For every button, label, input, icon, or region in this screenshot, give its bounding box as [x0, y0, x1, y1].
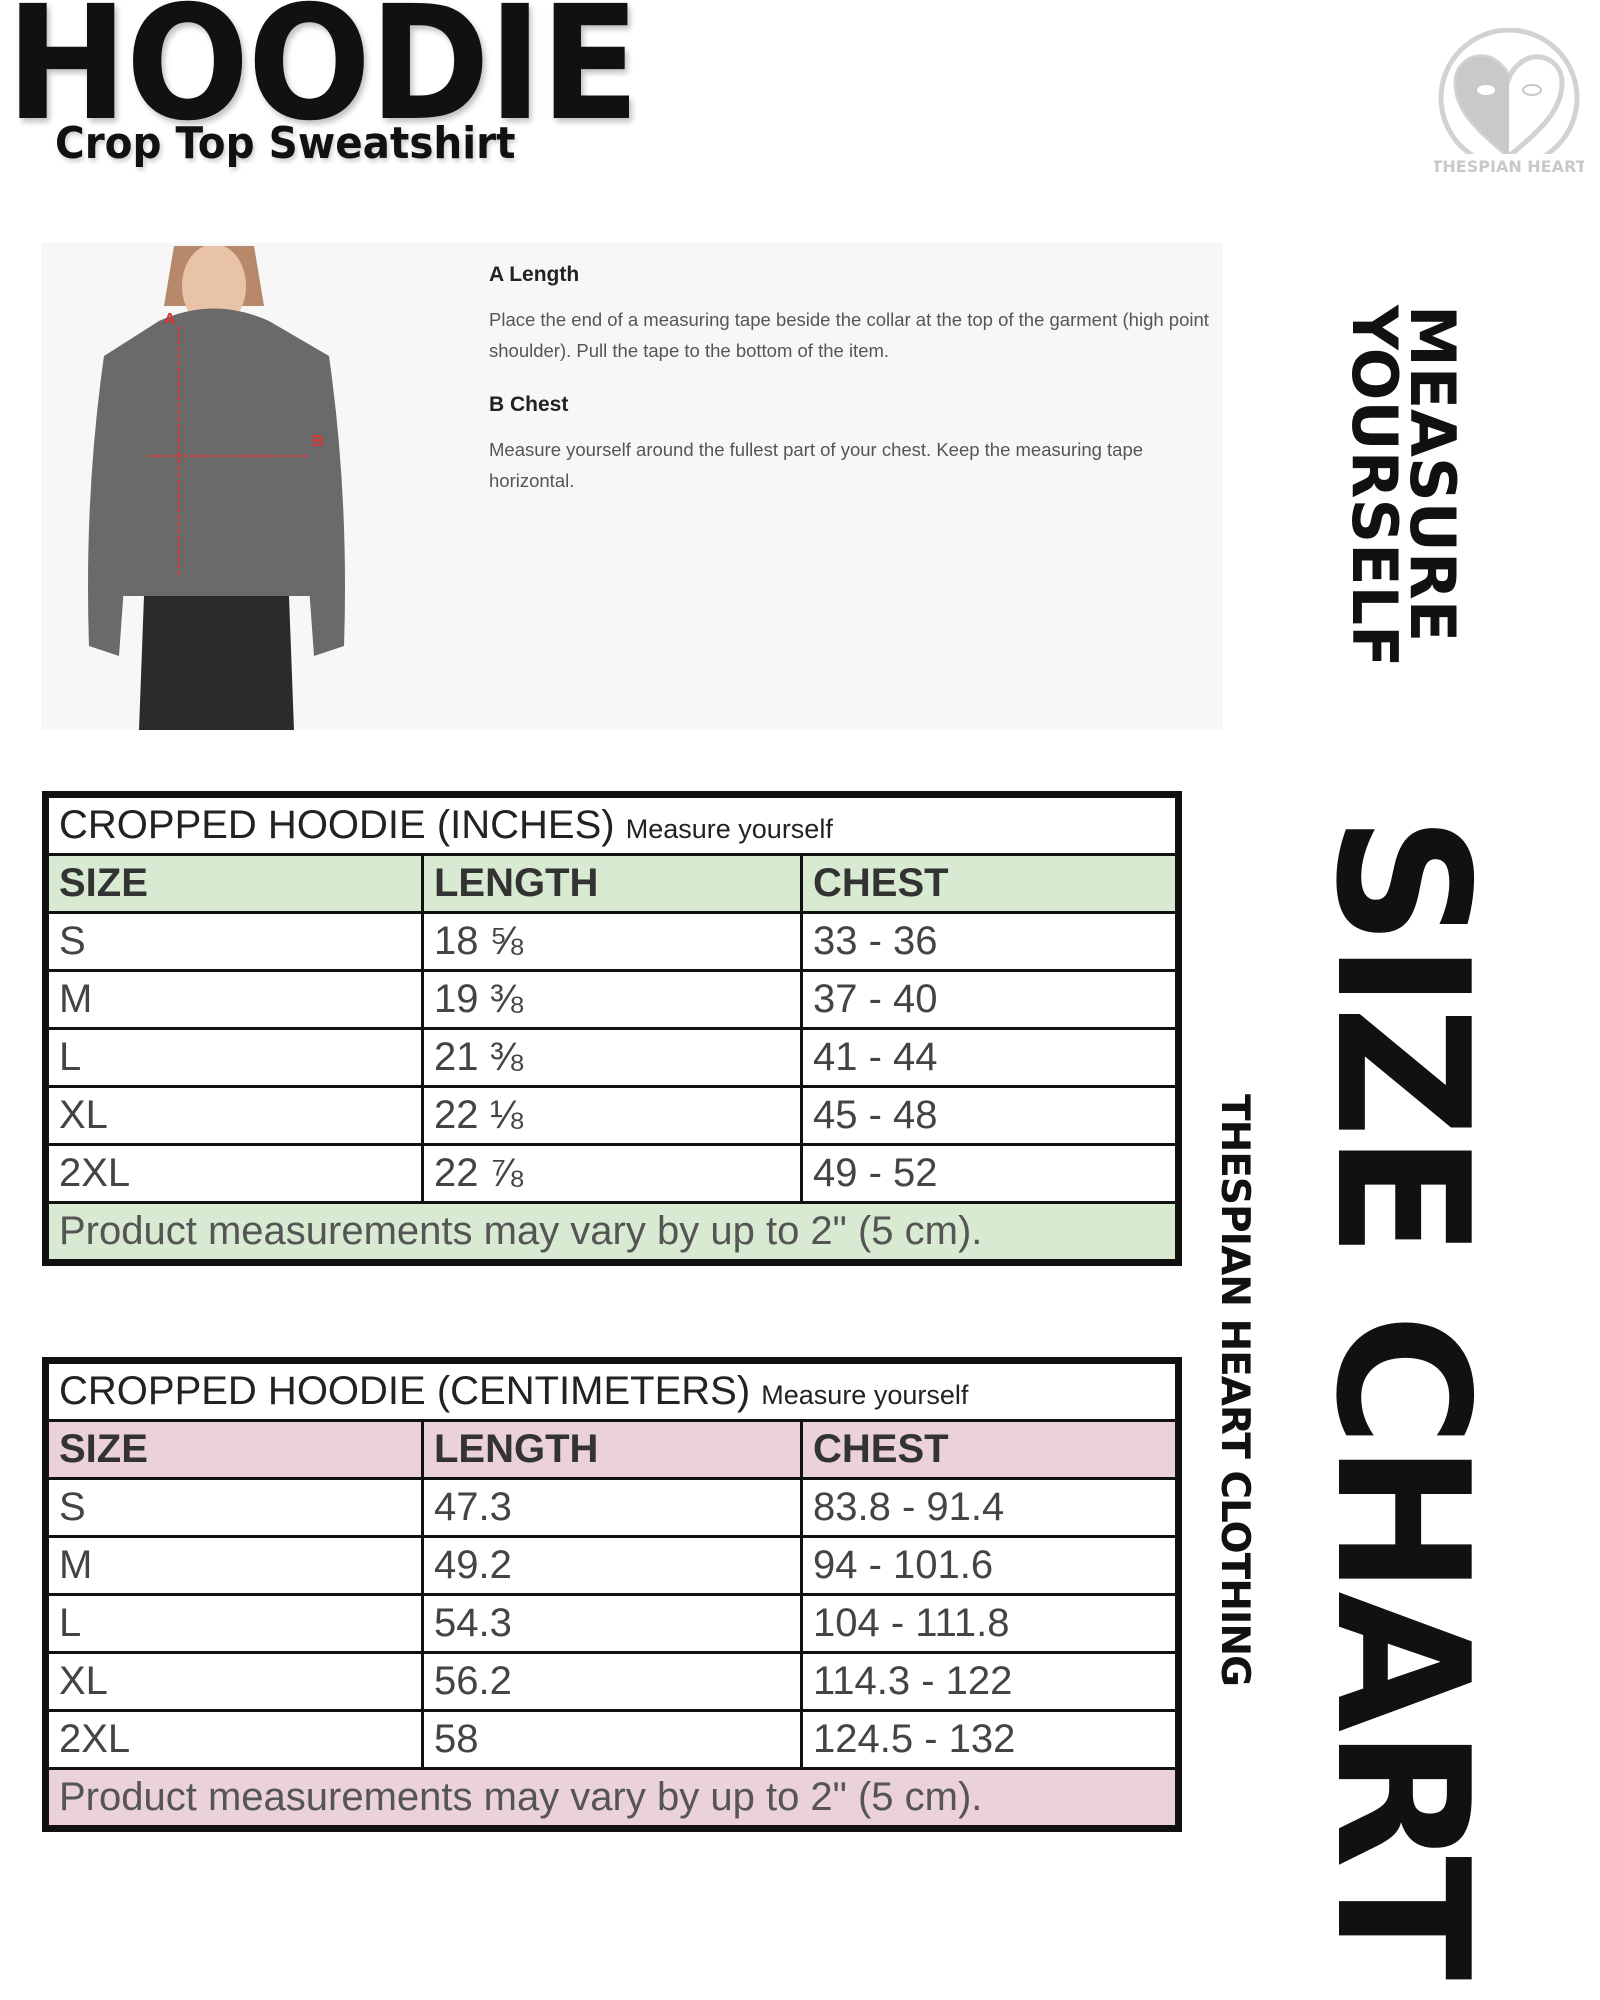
table-row: L 54.3 104 - 111.8: [44, 1593, 1180, 1654]
inches-size-table: CROPPED HOODIE (INCHES) Measure yourself…: [42, 791, 1182, 1266]
size-cell: L: [44, 1593, 424, 1654]
header-length: LENGTH: [421, 853, 803, 914]
length-cell: 18 ⅝: [421, 911, 803, 972]
table-header-row: SIZE LENGTH CHEST: [44, 1419, 1180, 1480]
size-cell: M: [44, 1535, 424, 1596]
table-footer-note: Product measurements may vary by up to 2…: [44, 1767, 1180, 1830]
table-row: 2XL 22 ⅞ 49 - 52: [44, 1143, 1180, 1204]
header-size: SIZE: [44, 1419, 424, 1480]
chest-cell: 104 - 111.8: [800, 1593, 1180, 1654]
size-cell: 2XL: [44, 1709, 424, 1770]
table-title-text: CROPPED HOODIE (CENTIMETERS): [59, 1369, 751, 1413]
size-cell: XL: [44, 1085, 424, 1146]
logo-text: THESPIAN HEART: [1434, 157, 1584, 176]
table-title-text: CROPPED HOODIE (INCHES): [59, 803, 615, 847]
table-row: XL 22 ⅛ 45 - 48: [44, 1085, 1180, 1146]
size-cell: S: [44, 1477, 424, 1538]
length-cell: 21 ⅜: [421, 1027, 803, 1088]
table-footer-note: Product measurements may vary by up to 2…: [44, 1201, 1180, 1264]
length-cell: 54.3: [421, 1593, 803, 1654]
chest-cell: 94 - 101.6: [800, 1535, 1180, 1596]
header-size: SIZE: [44, 853, 424, 914]
page-title: HOODIE: [6, 0, 640, 156]
chest-title: B Chest: [489, 393, 569, 416]
measure-guide-panel: A B A Length Place the end of a measurin…: [41, 243, 1223, 730]
marker-a: A: [164, 311, 176, 328]
length-cell: 56.2: [421, 1651, 803, 1712]
table-row: XL 56.2 114.3 - 122: [44, 1651, 1180, 1712]
header-chest: CHEST: [800, 1419, 1180, 1480]
table-row: S 47.3 83.8 - 91.4: [44, 1477, 1180, 1538]
table-title: CROPPED HOODIE (INCHES) Measure yourself: [44, 793, 1180, 856]
model-photo: A B: [88, 246, 345, 730]
measure-line-2: YOURSELF: [1338, 305, 1411, 668]
length-description: Place the end of a measuring tape beside…: [489, 309, 1209, 361]
chest-cell: 124.5 - 132: [800, 1709, 1180, 1770]
length-cell: 47.3: [421, 1477, 803, 1538]
size-cell: 2XL: [44, 1143, 424, 1204]
length-cell: 22 ⅛: [421, 1085, 803, 1146]
length-cell: 49.2: [421, 1535, 803, 1596]
chest-cell: 114.3 - 122: [800, 1651, 1180, 1712]
chest-cell: 33 - 36: [800, 911, 1180, 972]
length-cell: 22 ⅞: [421, 1143, 803, 1204]
header-length: LENGTH: [421, 1419, 803, 1480]
thespian-heart-logo: THESPIAN HEART: [1434, 28, 1584, 176]
table-title: CROPPED HOODIE (CENTIMETERS) Measure you…: [44, 1359, 1180, 1422]
table-subtitle: Measure yourself: [625, 814, 833, 844]
page-subtitle: Crop Top Sweatshirt: [55, 118, 516, 169]
size-cell: XL: [44, 1651, 424, 1712]
table-row: S 18 ⅝ 33 - 36: [44, 911, 1180, 972]
table-subtitle: Measure yourself: [761, 1380, 969, 1410]
brand-name: THESPIAN HEART CLOTHING: [1212, 1094, 1257, 1687]
size-cell: S: [44, 911, 424, 972]
chest-cell: 41 - 44: [800, 1027, 1180, 1088]
chest-description: Measure yourself around the fullest part…: [489, 439, 1144, 491]
table-row: M 19 ⅜ 37 - 40: [44, 969, 1180, 1030]
table-header-row: SIZE LENGTH CHEST: [44, 853, 1180, 914]
measure-line-1: MEASURE: [1396, 305, 1469, 643]
size-cell: M: [44, 969, 424, 1030]
length-title: A Length: [489, 263, 580, 286]
size-chart-heading: SIZE CHART: [1296, 815, 1508, 1977]
size-cell: L: [44, 1027, 424, 1088]
measure-yourself-heading: MEASURE YOURSELF: [1338, 305, 1469, 668]
chest-cell: 83.8 - 91.4: [800, 1477, 1180, 1538]
chest-cell: 45 - 48: [800, 1085, 1180, 1146]
table-row: 2XL 58 124.5 - 132: [44, 1709, 1180, 1770]
centimeters-size-table: CROPPED HOODIE (CENTIMETERS) Measure you…: [42, 1357, 1182, 1832]
table-row: L 21 ⅜ 41 - 44: [44, 1027, 1180, 1088]
chest-cell: 49 - 52: [800, 1143, 1180, 1204]
length-cell: 19 ⅜: [421, 969, 803, 1030]
table-row: M 49.2 94 - 101.6: [44, 1535, 1180, 1596]
header-chest: CHEST: [800, 853, 1180, 914]
length-cell: 58: [421, 1709, 803, 1770]
chest-cell: 37 - 40: [800, 969, 1180, 1030]
marker-b: B: [312, 433, 324, 450]
